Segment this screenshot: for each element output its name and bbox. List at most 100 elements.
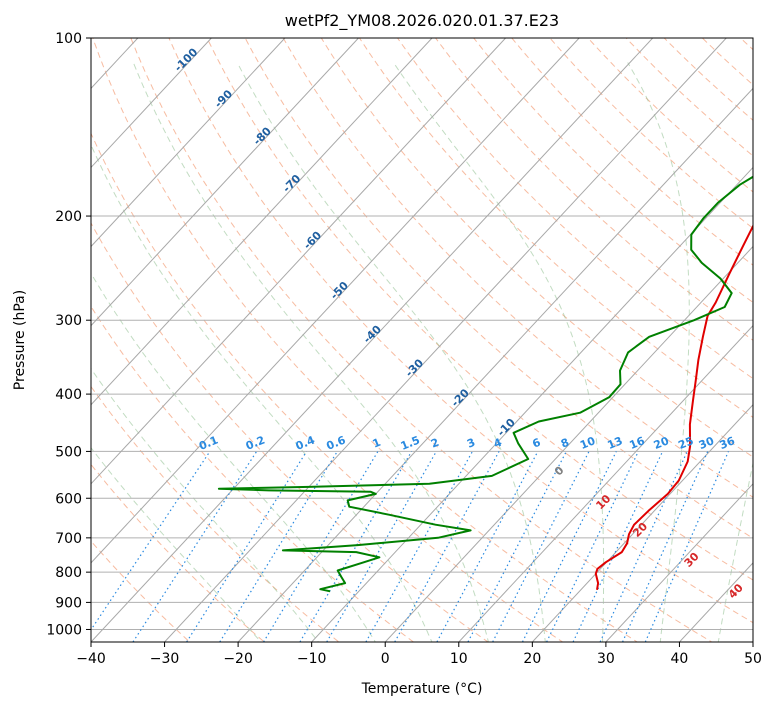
isotherm-line — [164, 38, 727, 642]
x-tick-label: 10 — [450, 651, 468, 667]
isotherm-label: -40 — [361, 322, 384, 345]
mixing-ratio-label: 20 — [652, 434, 671, 452]
isotherm-line — [91, 38, 506, 485]
x-tick-label: −30 — [150, 651, 180, 667]
mixing-ratio-label: 16 — [628, 434, 647, 452]
dry-adiabat-line — [244, 38, 753, 539]
temperature-profile-line — [594, 223, 753, 590]
dry-adiabat-line — [625, 38, 753, 157]
mixing-ratio-label: 25 — [676, 434, 695, 452]
mixing-ratio-label: 0.4 — [294, 433, 317, 452]
y-tick-label: 900 — [55, 595, 82, 611]
dry-adiabat-line — [587, 38, 753, 193]
x-tick-label: −20 — [223, 651, 253, 667]
dry-adiabat-line — [91, 385, 340, 642]
x-tick-label: 20 — [523, 651, 541, 667]
dry-adiabat-line — [168, 38, 753, 624]
mixing-ratio-label: 10 — [578, 434, 597, 452]
moist-adiabat-label: 10 — [593, 492, 613, 512]
dry-adiabat-line — [282, 38, 753, 498]
plot-frame — [90, 37, 754, 643]
isotherm-line — [605, 483, 753, 642]
isotherm-label: -60 — [301, 229, 324, 252]
isotherm-line — [91, 38, 212, 169]
isotherm-line — [458, 324, 753, 642]
x-tick-label: 50 — [744, 651, 762, 667]
mixing-ratio-line — [365, 451, 473, 642]
mixing-ratio-line — [394, 451, 500, 642]
dry-adiabat-line — [91, 222, 489, 642]
isotherm-line — [752, 641, 753, 642]
mixing-ratio-label: 0.1 — [197, 434, 220, 453]
moist-adiabat-line — [91, 272, 376, 642]
moist-adiabat-line — [392, 62, 605, 642]
mixing-ratio-line — [326, 451, 437, 642]
mixing-ratio-label: 13 — [605, 434, 624, 452]
dry-adiabat-line — [320, 38, 753, 458]
mixing-ratio-line — [599, 451, 688, 642]
mixing-ratio-label: 2 — [429, 436, 441, 451]
moist-adiabat-line — [236, 62, 546, 642]
dry-adiabat-line — [91, 463, 266, 642]
dry-adiabat-line — [473, 38, 753, 304]
mixing-ratio-label: 36 — [718, 434, 737, 452]
moist-adiabat-label: 20 — [630, 520, 650, 540]
mixing-ratio-line — [492, 451, 590, 642]
mixing-ratio-line — [644, 451, 730, 642]
mixing-ratio-line — [186, 451, 308, 642]
mixing-ratio-label: 1 — [371, 436, 383, 451]
y-tick-label: 300 — [55, 313, 82, 329]
dewpoint-profile-line — [217, 175, 753, 593]
isotherm-line — [91, 38, 359, 327]
mixing-ratio-label: 1.5 — [399, 434, 422, 453]
mixing-ratio-label: 0.6 — [325, 433, 348, 452]
y-axis-label: Pressure (hPa) — [12, 290, 28, 390]
x-tick-label: 40 — [671, 651, 689, 667]
x-axis-label: Temperature (°C) — [361, 681, 483, 697]
moist-adiabat-line — [627, 62, 690, 642]
mixing-ratio-line — [546, 451, 639, 642]
dry-adiabat-line — [358, 38, 753, 419]
dry-adiabat-line — [396, 38, 753, 380]
mixing-ratio-label: 8 — [559, 436, 571, 451]
mixing-ratio-line — [467, 451, 567, 642]
isotherm-label: -70 — [280, 172, 303, 195]
mixing-ratio-label: 30 — [697, 434, 716, 452]
dry-adiabat-line — [718, 0, 775, 654]
moist-adiabat-line — [717, 460, 753, 642]
dry-adiabat-line — [92, 38, 639, 642]
isotherm-line — [0, 38, 64, 642]
dry-adiabat-line — [511, 38, 753, 266]
y-tick-label: 200 — [55, 209, 82, 225]
y-tick-label: 500 — [55, 444, 82, 460]
isotherm-line — [237, 87, 753, 642]
isotherm-label: -90 — [212, 87, 235, 110]
isotherm-label: -30 — [403, 356, 426, 379]
background-lines — [0, 0, 775, 654]
x-tick-label: 30 — [597, 651, 615, 667]
mixing-ratio-label: 3 — [465, 436, 477, 451]
mixing-ratio-label: 0.2 — [244, 433, 267, 452]
isotherm-label: -80 — [251, 124, 274, 147]
isotherm-label: -50 — [328, 279, 351, 302]
y-tick-label: 1000 — [46, 622, 82, 638]
mixing-ratio-line — [622, 451, 709, 642]
x-tick-label: 0 — [381, 651, 390, 667]
y-tick-label: 600 — [55, 491, 82, 507]
dry-adiabat-line — [206, 38, 753, 581]
mixing-ratio-line — [219, 451, 338, 642]
isotherm-line — [384, 245, 753, 642]
profile-lines — [217, 175, 753, 593]
moist-adiabat-label: 30 — [682, 550, 702, 570]
y-tick-label: 100 — [55, 31, 82, 47]
isotherm-label: -20 — [449, 386, 472, 409]
axes: −40 −30 −20 −10 0 10 20 30 40 5010020030040050060… — [46, 31, 762, 667]
dry-adiabat-line — [701, 38, 753, 86]
moist-adiabat-line — [132, 62, 489, 642]
isotherm-line — [91, 38, 286, 248]
mixing-ratio-line — [299, 451, 413, 642]
mixing-ratio-line — [572, 451, 664, 642]
dry-adiabat-line — [91, 132, 564, 642]
dry-adiabat-line — [434, 38, 753, 341]
isotherm-label: -100 — [172, 45, 201, 74]
